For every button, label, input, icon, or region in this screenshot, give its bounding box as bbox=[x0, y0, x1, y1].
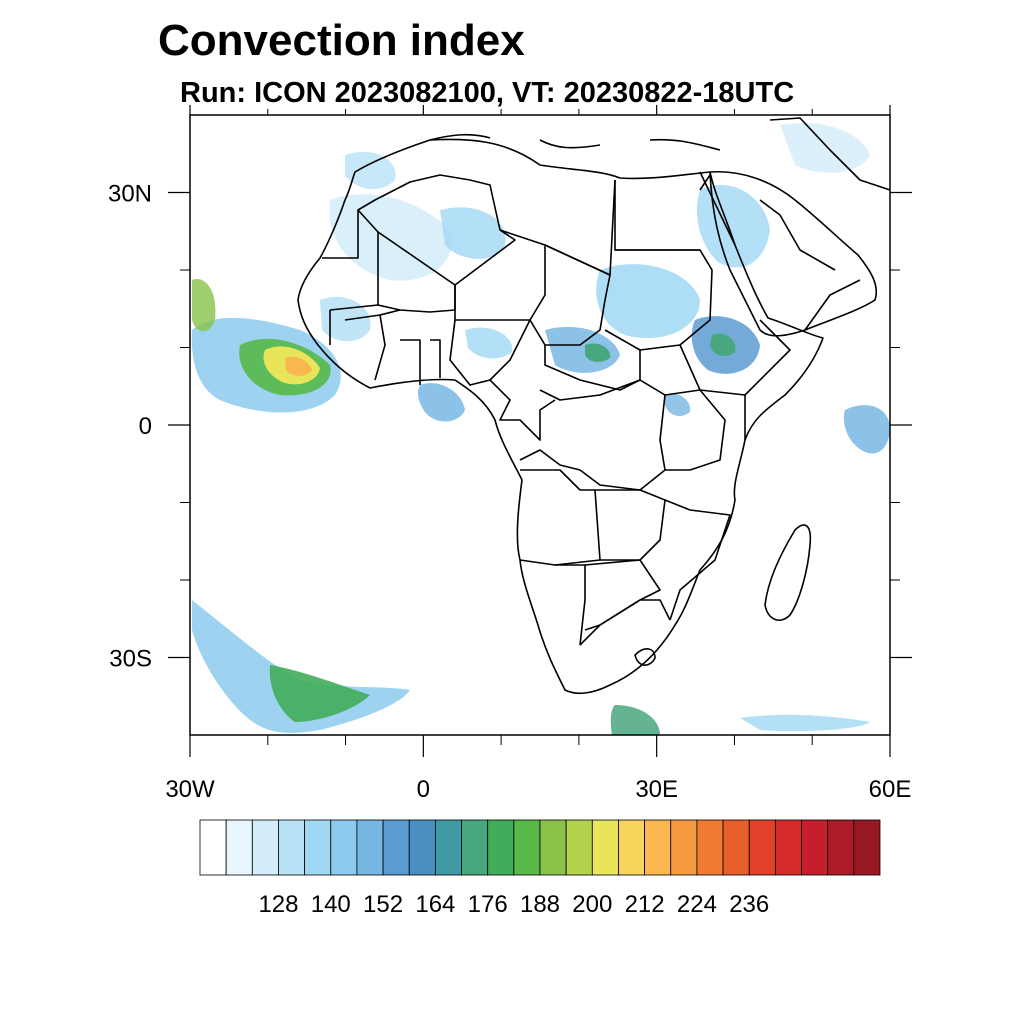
colorbar-label: 224 bbox=[677, 891, 717, 918]
x-tick-label: 0 bbox=[417, 776, 430, 803]
colorbar-label: 188 bbox=[520, 891, 560, 918]
convection-blob-morocco bbox=[345, 151, 396, 190]
convection-blob-iran bbox=[780, 123, 870, 173]
colorbar-swatch bbox=[225, 819, 253, 876]
x-tick-label: 30W bbox=[165, 776, 215, 803]
colorbar-label: 236 bbox=[729, 891, 769, 918]
y-tick-label: 0 bbox=[139, 413, 152, 440]
colorbar-swatch bbox=[853, 819, 881, 876]
border-mozambique bbox=[664, 499, 731, 621]
convection-blob-lake-victoria bbox=[665, 393, 691, 416]
convection-blob-nigeria bbox=[465, 327, 513, 359]
border-south-africa bbox=[579, 599, 671, 646]
colorbar-swatch bbox=[251, 819, 279, 876]
colorbar-swatch bbox=[591, 819, 619, 876]
colorbar-swatch bbox=[487, 819, 515, 876]
colorbar-swatch bbox=[618, 819, 646, 876]
border-ethiopia bbox=[679, 319, 791, 396]
colorbar-swatch bbox=[434, 819, 462, 876]
border-egypt bbox=[614, 180, 700, 251]
border-lesotho bbox=[634, 648, 656, 666]
map-panel: 30W 0 30E 60E 30N 0 30S bbox=[108, 105, 912, 803]
border-nigeria bbox=[449, 319, 531, 386]
convection-blob-chad-core bbox=[585, 343, 611, 362]
border-namibia bbox=[555, 564, 586, 646]
convection-blob-algeria bbox=[440, 207, 506, 259]
border-arabia-internal bbox=[759, 199, 861, 331]
border-red-sea bbox=[699, 171, 736, 246]
convection-blob-south-atlantic-core bbox=[269, 665, 370, 722]
border-cameroon-gabon bbox=[489, 379, 556, 441]
convection-blob-gulf-guinea bbox=[417, 383, 465, 422]
colorbar-swatch bbox=[356, 819, 384, 876]
colorbar-swatch bbox=[461, 819, 489, 876]
x-tick-label: 60E bbox=[869, 776, 912, 803]
convection-blob-cape-verde bbox=[192, 279, 216, 332]
arabia-outline bbox=[709, 170, 877, 337]
colorbar-label: 140 bbox=[311, 891, 351, 918]
colorbar-swatch bbox=[565, 819, 593, 876]
colorbar-swatch bbox=[539, 819, 567, 876]
border-car bbox=[544, 345, 641, 391]
colorbar-swatch bbox=[801, 819, 829, 876]
colorbar-label: 200 bbox=[572, 891, 612, 918]
border-iran bbox=[769, 117, 890, 191]
colorbar-swatch bbox=[278, 819, 306, 876]
figure-subtitle: Run: ICON 2023082100, VT: 20230822-18UTC bbox=[180, 77, 794, 109]
convection-blob-indian-ocean bbox=[843, 405, 890, 454]
convection-blob-sahara-west bbox=[329, 194, 452, 281]
colorbar-swatch bbox=[748, 819, 776, 876]
convection-field bbox=[191, 123, 890, 735]
colorbar-swatch bbox=[304, 819, 332, 876]
africa-coastline bbox=[297, 138, 824, 695]
colorbar-swatch bbox=[670, 819, 698, 876]
border-mauritania bbox=[322, 209, 379, 311]
convection-blob-south-africa-south bbox=[610, 705, 660, 735]
colorbar-swatch bbox=[827, 819, 855, 876]
convection-blob-ethiopia-core bbox=[710, 333, 736, 356]
convection-blob-arabia bbox=[696, 184, 770, 268]
border-algeria bbox=[357, 174, 516, 286]
border-med-north bbox=[429, 133, 721, 151]
colorbar: 128 140 152 164 176 188 200 212 224 236 bbox=[199, 819, 881, 918]
y-tick-label: 30N bbox=[108, 181, 152, 208]
colorbar-swatch bbox=[408, 819, 436, 876]
border-botswana bbox=[584, 559, 661, 631]
country-borders bbox=[297, 117, 890, 695]
madagascar-outline bbox=[764, 524, 812, 621]
colorbar-swatch bbox=[644, 819, 672, 876]
colorbar-label: 128 bbox=[258, 891, 298, 918]
border-west-africa-coast-states bbox=[329, 309, 441, 385]
convection-blob-sahel-west bbox=[320, 296, 371, 342]
convection-blob-atlantic-max bbox=[285, 356, 312, 376]
map-ticks: 30W 0 30E 60E 30N 0 30S bbox=[108, 105, 912, 803]
colorbar-swatch bbox=[382, 819, 410, 876]
x-tick-label: 30E bbox=[635, 776, 678, 803]
colorbar-swatch bbox=[696, 819, 724, 876]
convection-blob-southern-ocean bbox=[740, 714, 870, 732]
y-tick-label: 30S bbox=[109, 646, 152, 673]
colorbar-label: 212 bbox=[625, 891, 665, 918]
colorbar-swatch bbox=[722, 819, 750, 876]
figure-title: Convection index bbox=[158, 16, 525, 65]
colorbar-label: 152 bbox=[363, 891, 403, 918]
colorbar-label: 176 bbox=[468, 891, 508, 918]
colorbar-swatch bbox=[513, 819, 541, 876]
convection-blob-sudan bbox=[596, 264, 700, 339]
colorbar-swatch bbox=[774, 819, 802, 876]
border-niger bbox=[454, 245, 546, 321]
colorbar-swatch bbox=[330, 819, 358, 876]
colorbar-swatch bbox=[199, 819, 227, 876]
border-mali bbox=[377, 231, 456, 313]
border-kenya-tanzania bbox=[664, 389, 726, 471]
colorbar-label: 164 bbox=[415, 891, 455, 918]
